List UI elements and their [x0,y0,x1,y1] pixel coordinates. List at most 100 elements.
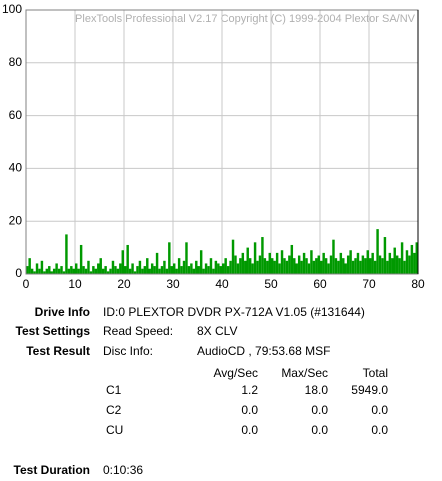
bar [271,258,274,274]
bar [229,260,232,274]
bar [217,263,220,274]
bar [337,260,340,274]
bar [101,268,105,274]
bar [334,258,338,274]
bar [92,266,95,274]
bar [415,242,418,274]
value: 0:10:36 [103,463,143,477]
bar [94,268,98,274]
value: AudioCD , 79:53.68 MSF [197,344,330,358]
bar [244,260,247,274]
bar [300,260,303,274]
bar [57,268,61,274]
bar [173,263,176,274]
bar [268,252,271,274]
bar [344,263,347,274]
bar [359,260,362,274]
bar [226,266,230,274]
bar [148,268,151,274]
bar [373,260,377,274]
bar [116,268,120,274]
bar [97,263,100,274]
bar [410,244,414,274]
label: Read Speed: [103,324,173,338]
bar [342,258,345,274]
bar [185,242,188,274]
bar [45,268,49,274]
bar [320,260,323,274]
bar [369,258,372,274]
bar [170,266,173,274]
bar [332,239,335,274]
table-cell: 0.0 [371,403,388,417]
table-header: Max/Sec [281,366,328,380]
bar [158,268,161,274]
table-cell: 0.0 [241,423,258,437]
x-tick-label: 40 [215,277,229,291]
bar [133,271,137,274]
bar [378,255,382,274]
bar [163,260,166,274]
bar [146,258,149,274]
table-cell: 0.0 [311,423,328,437]
bar [283,258,286,274]
bar [43,271,46,274]
bar [35,263,39,274]
bar [106,271,110,274]
bar [180,266,183,274]
bar [263,258,267,274]
bar [381,258,384,274]
table-header: Avg/Sec [214,366,258,380]
bar [239,258,242,274]
bar [33,271,36,274]
bar [67,268,71,274]
bar [195,260,198,274]
bar [38,268,41,274]
bar [175,268,178,274]
bar [266,260,269,274]
bar [111,260,115,274]
bar [312,260,316,274]
bar [79,244,83,274]
bar [109,268,112,274]
bar [315,258,318,274]
bar [386,260,389,274]
bar [202,268,205,274]
bar [413,252,416,274]
bar [219,266,222,274]
bar [275,252,279,274]
bar [121,250,124,274]
x-tick-label: 70 [362,277,376,291]
bar [209,258,213,274]
bar [253,242,257,274]
bar [290,244,294,274]
bar [55,263,58,274]
bar [361,255,365,274]
bar [150,263,154,274]
bar [234,255,237,274]
bar [398,258,401,274]
bar [75,263,78,274]
bar [307,263,311,274]
x-tick-label: 60 [313,277,327,291]
bar [224,258,227,274]
bar [177,258,181,274]
x-tick-label: 10 [68,277,82,291]
bar [305,258,308,274]
bar [119,263,122,274]
bar [138,260,142,274]
x-tick-label: 20 [117,277,131,291]
bar [82,266,85,274]
bar [99,258,102,274]
bar [339,252,343,274]
bar [48,266,51,274]
bar [364,258,367,274]
bar [295,263,298,274]
bar [214,260,218,274]
x-tick-label: 30 [166,277,180,291]
bar [124,266,127,274]
table-cell: 18.0 [305,383,329,397]
bar [199,250,203,274]
bar [187,266,191,274]
bar [77,268,80,274]
